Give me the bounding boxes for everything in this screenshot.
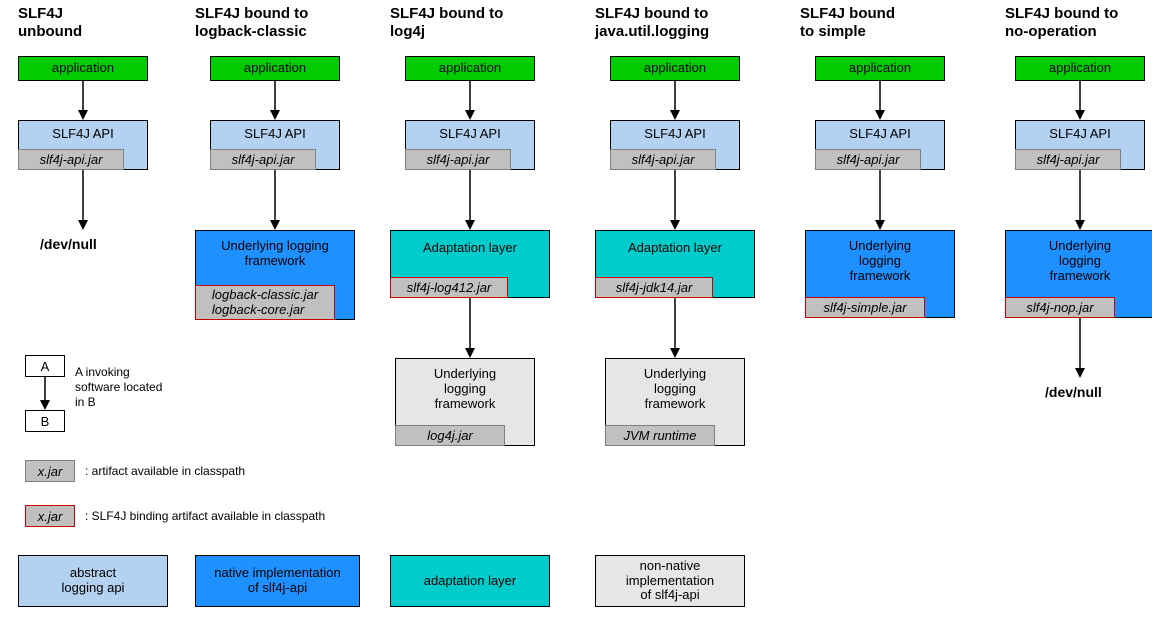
legend-box-b: B	[25, 410, 65, 432]
legend-adaptation: adaptation layer	[390, 555, 550, 607]
arrow-icon	[1075, 170, 1085, 230]
col-title-3: SLF4J bound tojava.util.logging	[595, 5, 709, 41]
legend-artifact-text: : artifact available in classpath	[85, 464, 245, 479]
application-box: application	[610, 56, 740, 81]
legend-binding-text: : SLF4J binding artifact available in cl…	[85, 509, 325, 524]
arrow-icon	[465, 170, 475, 230]
application-box: application	[405, 56, 535, 81]
arrow-icon	[465, 81, 475, 120]
devnull-text: /dev/null	[40, 236, 97, 252]
arrow-icon	[875, 170, 885, 230]
nop-jar: slf4j-nop.jar	[1005, 297, 1115, 318]
legend-invoking-text: A invokingsoftware locatedin B	[75, 365, 162, 410]
legend-abstract-api: abstractlogging api	[18, 555, 168, 607]
legend-native-impl: native implementationof slf4j-api	[195, 555, 360, 607]
arrow-icon	[465, 298, 475, 358]
col-title-4: SLF4J boundto simple	[800, 5, 895, 41]
col-title-2: SLF4J bound tolog4j	[390, 5, 503, 41]
arrow-icon	[270, 170, 280, 230]
legend-xjar-red: x.jar	[25, 505, 75, 527]
diagram-canvas: SLF4Junbound SLF4J bound tologback-class…	[0, 0, 1152, 636]
logback-jars: logback-classic.jarlogback-core.jar	[195, 285, 335, 320]
slf4j-api-jar: slf4j-api.jar	[610, 149, 716, 170]
col-title-5: SLF4J bound tono-operation	[1005, 5, 1118, 41]
devnull-text: /dev/null	[1045, 384, 1102, 400]
arrow-icon	[40, 377, 50, 410]
slf4j-api-jar: slf4j-api.jar	[210, 149, 316, 170]
arrow-icon	[270, 81, 280, 120]
col-title-0: SLF4Junbound	[18, 5, 82, 41]
arrow-icon	[78, 81, 88, 120]
arrow-icon	[670, 170, 680, 230]
col-title-1: SLF4J bound tologback-classic	[195, 5, 308, 41]
slf4j-api-jar: slf4j-api.jar	[405, 149, 511, 170]
slf4j-api-jar: slf4j-api.jar	[18, 149, 124, 170]
arrow-icon	[78, 170, 88, 230]
legend-box-a: A	[25, 355, 65, 377]
legend-non-native: non-nativeimplementationof slf4j-api	[595, 555, 745, 607]
log4j-jar: log4j.jar	[395, 425, 505, 446]
application-box: application	[815, 56, 945, 81]
arrow-icon	[670, 298, 680, 358]
arrow-icon	[670, 81, 680, 120]
jvm-runtime: JVM runtime	[605, 425, 715, 446]
application-box: application	[1015, 56, 1145, 81]
arrow-icon	[1075, 318, 1085, 378]
log412-jar: slf4j-log412.jar	[390, 277, 508, 298]
arrow-icon	[875, 81, 885, 120]
legend-xjar-gray: x.jar	[25, 460, 75, 482]
slf4j-api-jar: slf4j-api.jar	[1015, 149, 1121, 170]
application-box: application	[210, 56, 340, 81]
simple-jar: slf4j-simple.jar	[805, 297, 925, 318]
application-box: application	[18, 56, 148, 81]
slf4j-api-jar: slf4j-api.jar	[815, 149, 921, 170]
jdk14-jar: slf4j-jdk14.jar	[595, 277, 713, 298]
arrow-icon	[1075, 81, 1085, 120]
